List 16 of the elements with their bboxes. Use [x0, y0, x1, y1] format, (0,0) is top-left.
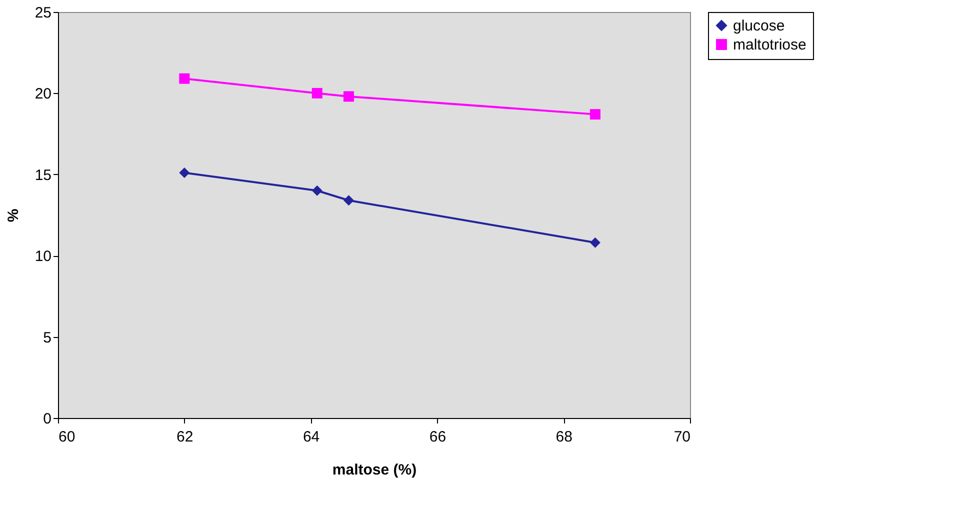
x-tick-label: 68: [556, 428, 572, 446]
y-tick-label: 20: [34, 86, 52, 103]
x-tick-label: 62: [176, 428, 194, 446]
x-tick-label: 60: [58, 428, 76, 446]
legend-label: maltotriose: [733, 36, 806, 54]
y-tick-label: 0: [43, 410, 52, 428]
y-tick-label: 15: [34, 166, 52, 184]
y-axis-title: %: [4, 208, 22, 222]
legend-label: glucose: [733, 18, 785, 34]
y-tick-label: 10: [34, 248, 52, 266]
x-tick-label: 70: [674, 428, 690, 446]
x-axis-title: maltose (%): [332, 462, 417, 478]
x-tick-label: 64: [302, 428, 320, 446]
y-tick-label: 25: [34, 4, 52, 22]
y-tick-label: 5: [43, 329, 52, 346]
x-tick-label: 66: [429, 428, 446, 446]
